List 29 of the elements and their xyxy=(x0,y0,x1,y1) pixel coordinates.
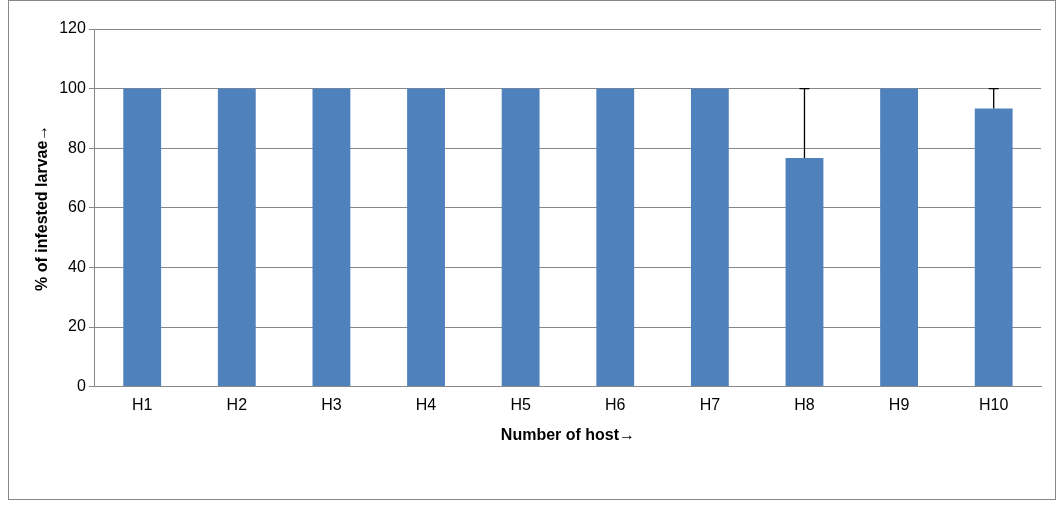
y-tick-label: 60 xyxy=(68,198,86,216)
x-tick-label: H5 xyxy=(510,395,531,413)
y-tick-label: 100 xyxy=(59,79,86,97)
x-axis-title: Number of host→ xyxy=(500,425,636,443)
bar xyxy=(501,88,540,387)
bar xyxy=(312,88,351,387)
y-tick-label: 20 xyxy=(68,317,86,335)
y-axis-title: % of infested larvae→ xyxy=(33,124,51,291)
y-tick-label: 120 xyxy=(59,19,86,37)
bar xyxy=(217,88,256,387)
bar xyxy=(123,88,162,387)
x-tick-label: H9 xyxy=(888,395,910,413)
y-tick-label: 40 xyxy=(68,257,86,275)
x-tick-label: H3 xyxy=(321,395,342,413)
bar xyxy=(407,88,445,387)
y-tick-label: 0 xyxy=(76,377,86,395)
bar xyxy=(880,88,919,387)
x-tick-label: H2 xyxy=(226,395,248,413)
bar xyxy=(785,158,824,387)
x-tick-label: H10 xyxy=(979,395,1009,413)
x-tick-label: H1 xyxy=(131,395,153,413)
x-tick-label: H6 xyxy=(605,395,626,413)
bar xyxy=(974,108,1013,387)
x-tick-label: H7 xyxy=(699,395,721,413)
x-tick-label: H4 xyxy=(415,395,437,413)
x-tick-label: H8 xyxy=(794,395,815,413)
bar xyxy=(690,88,729,387)
bar xyxy=(596,88,635,387)
y-tick-label: 80 xyxy=(68,138,86,156)
